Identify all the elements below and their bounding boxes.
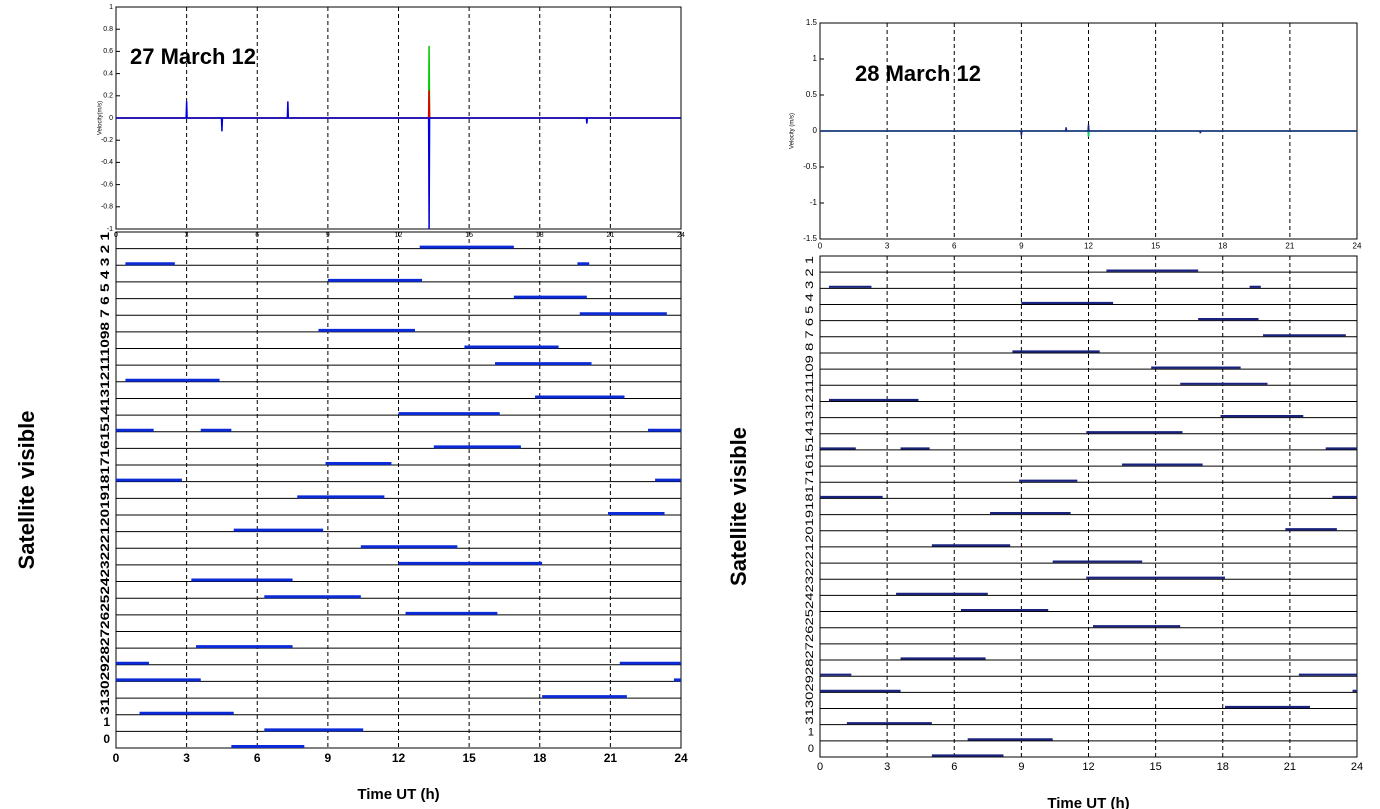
row-axis-text: 3130292827262524232221201918171615141312…	[804, 256, 816, 725]
x-tick-label: 24	[1351, 761, 1363, 773]
y-tick-label: 0.6	[103, 48, 113, 55]
x-tick-label: 18	[533, 751, 547, 765]
x-tick-label: 21	[604, 751, 618, 765]
y-axis-label: Satellite visible	[14, 411, 39, 570]
x-tick-label: 24	[674, 751, 688, 765]
x-tick-label: 9	[1018, 761, 1024, 773]
y-tick-label: 0.4	[103, 70, 113, 77]
x-axis-label: Time UT (h)	[1047, 795, 1129, 809]
velocity-line	[116, 101, 681, 230]
annotation: 27 March 12	[130, 44, 256, 69]
y-tick-label: -0.6	[101, 181, 113, 188]
x-tick-label: 6	[254, 751, 261, 765]
y-tick-label: -1	[810, 198, 818, 207]
row-label: 1	[103, 715, 110, 729]
y-axis-label: Velocity(m/s)	[98, 101, 104, 135]
y-tick-label: -0.8	[101, 204, 113, 211]
y-axis-label: Velocity (m/s)	[790, 113, 796, 149]
x-tick-label: 18	[1217, 761, 1229, 773]
x-axis-label: Time UT (h)	[357, 786, 439, 803]
y-tick-label: 1	[109, 4, 113, 11]
y-tick-label: -0.4	[101, 159, 113, 166]
velocity-line	[820, 124, 1357, 136]
x-tick-label: 15	[1151, 241, 1160, 250]
x-tick-label: 0	[817, 761, 823, 773]
row-label: 1	[808, 727, 814, 739]
x-tick-label: 12	[1082, 761, 1094, 773]
x-tick-label: 24	[1353, 241, 1362, 250]
velocity-line	[820, 130, 1357, 137]
row-label: 0	[808, 743, 814, 755]
y-tick-label: 1.5	[806, 18, 818, 27]
x-tick-label: 3	[885, 241, 890, 250]
x-tick-label: 0	[113, 751, 120, 765]
x-tick-label: 18	[1218, 241, 1227, 250]
y-tick-label: -1	[107, 226, 113, 233]
x-tick-label: 21	[1285, 241, 1294, 250]
x-tick-label: 12	[1084, 241, 1093, 250]
x-tick-label: 9	[1019, 241, 1024, 250]
annotation: 28 March 12	[855, 61, 981, 86]
x-tick-label: 12	[392, 751, 406, 765]
x-tick-label: 3	[884, 761, 890, 773]
row-label: 0	[103, 732, 110, 746]
y-tick-label: 0	[813, 126, 818, 135]
y-axis-label: Satellite visible	[726, 427, 751, 586]
y-tick-label: -0.2	[101, 137, 113, 144]
y-tick-label: 0.8	[103, 26, 113, 33]
x-tick-label: 0	[818, 241, 823, 250]
x-tick-label: 15	[462, 751, 476, 765]
x-tick-label: 21	[1284, 761, 1296, 773]
row-axis-text: 3130292827262524232221201918171615141312…	[98, 232, 112, 715]
plot-frame	[819, 255, 1358, 758]
y-tick-label: -0.5	[803, 162, 817, 171]
x-tick-label: 9	[325, 751, 332, 765]
x-tick-label: 6	[952, 241, 957, 250]
y-tick-label: 0.2	[103, 93, 113, 100]
y-tick-label: 0	[109, 115, 113, 122]
y-tick-label: -1.5	[803, 234, 817, 243]
x-tick-label: 6	[951, 761, 957, 773]
y-tick-label: 0.5	[806, 90, 818, 99]
x-tick-label: 15	[1150, 761, 1162, 773]
y-tick-label: 1	[813, 54, 818, 63]
x-tick-label: 3	[183, 751, 190, 765]
